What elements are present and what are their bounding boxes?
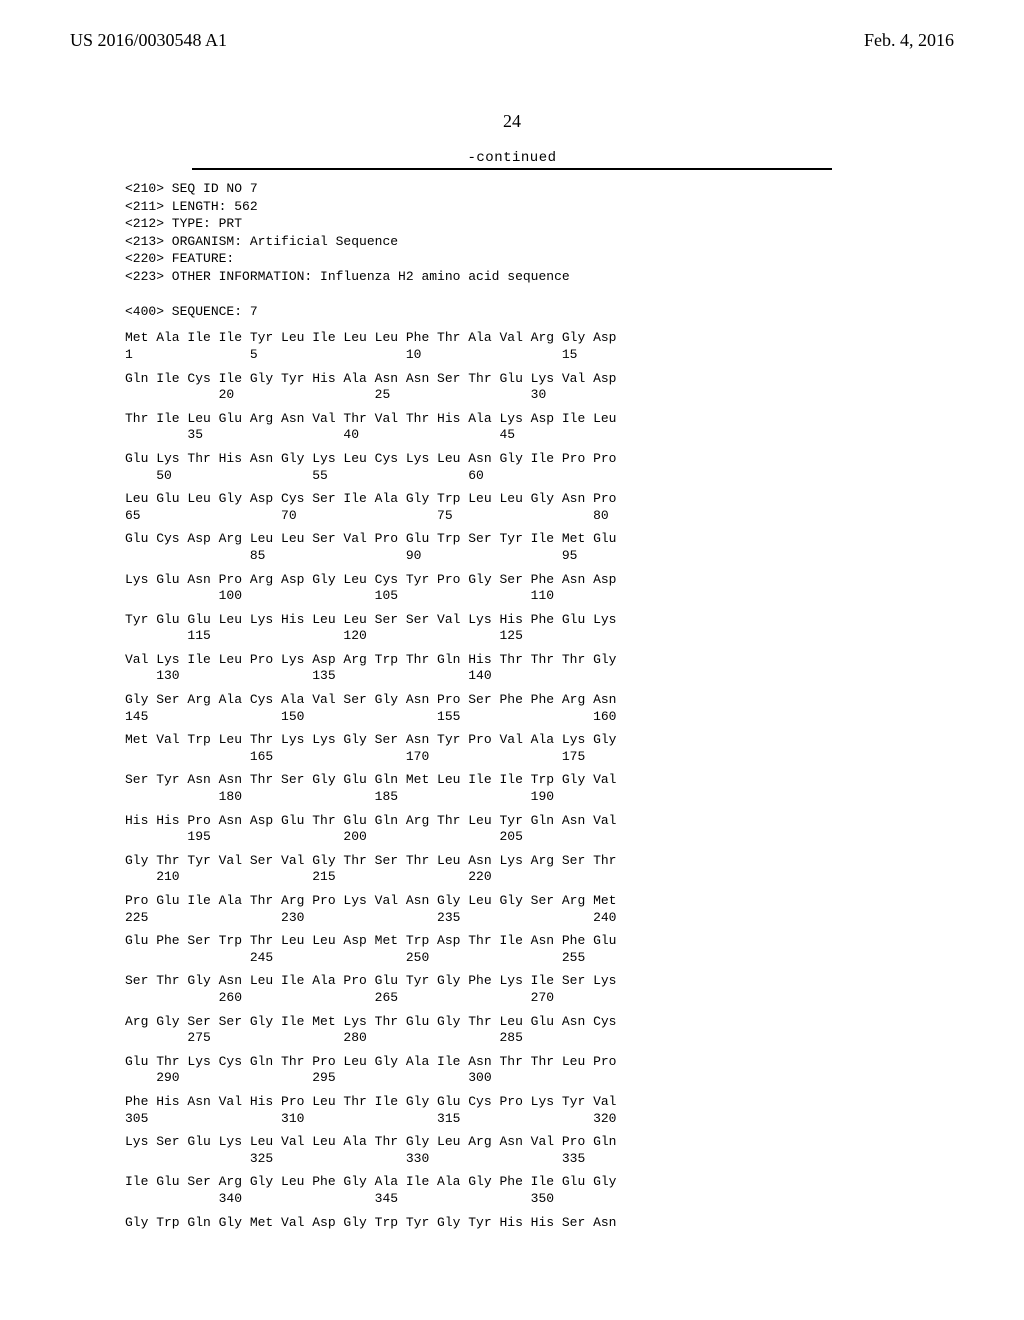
sequence-row-num: 180 185 190 <box>125 789 954 805</box>
continued-label: -continued <box>70 150 954 166</box>
publication-date: Feb. 4, 2016 <box>864 30 954 51</box>
sequence-row-num: 115 120 125 <box>125 628 954 644</box>
page-number: 24 <box>70 111 954 132</box>
sequence-metadata: <210> SEQ ID NO 7 <211> LENGTH: 562 <212… <box>125 180 954 320</box>
sequence-row-aa: Met Ala Ile Ile Tyr Leu Ile Leu Leu Phe … <box>125 330 954 346</box>
publication-number: US 2016/0030548 A1 <box>70 30 227 51</box>
sequence-row-aa: Gly Thr Tyr Val Ser Val Gly Thr Ser Thr … <box>125 853 954 869</box>
sequence-row-num: 65 70 75 80 <box>125 508 954 524</box>
sequence-row-aa: Val Lys Ile Leu Pro Lys Asp Arg Trp Thr … <box>125 652 954 668</box>
sequence-row-aa: Gln Ile Cys Ile Gly Tyr His Ala Asn Asn … <box>125 371 954 387</box>
sequence-row-aa: Thr Ile Leu Glu Arg Asn Val Thr Val Thr … <box>125 411 954 427</box>
sequence-row-num: 260 265 270 <box>125 990 954 1006</box>
sequence-row-aa: Pro Glu Ile Ala Thr Arg Pro Lys Val Asn … <box>125 893 954 909</box>
sequence-row-num: 340 345 350 <box>125 1191 954 1207</box>
sequence-row-aa: Gly Ser Arg Ala Cys Ala Val Ser Gly Asn … <box>125 692 954 708</box>
sequence-row-aa: Tyr Glu Glu Leu Lys His Leu Leu Ser Ser … <box>125 612 954 628</box>
sequence-row-aa: Gly Trp Gln Gly Met Val Asp Gly Trp Tyr … <box>125 1215 954 1231</box>
sequence-row-num: 245 250 255 <box>125 950 954 966</box>
sequence-row-num: 290 295 300 <box>125 1070 954 1086</box>
sequence-row-num: 20 25 30 <box>125 387 954 403</box>
sequence-row-aa: Ser Thr Gly Asn Leu Ile Ala Pro Glu Tyr … <box>125 973 954 989</box>
sequence-row-aa: Phe His Asn Val His Pro Leu Thr Ile Gly … <box>125 1094 954 1110</box>
sequence-row-num: 85 90 95 <box>125 548 954 564</box>
sequence-row-num: 225 230 235 240 <box>125 910 954 926</box>
sequence-row-num: 325 330 335 <box>125 1151 954 1167</box>
sequence-listing: Met Ala Ile Ile Tyr Leu Ile Leu Leu Phe … <box>125 330 954 1230</box>
sequence-row-aa: Leu Glu Leu Gly Asp Cys Ser Ile Ala Gly … <box>125 491 954 507</box>
sequence-row-num: 130 135 140 <box>125 668 954 684</box>
sequence-row-aa: His His Pro Asn Asp Glu Thr Glu Gln Arg … <box>125 813 954 829</box>
sequence-row-num: 165 170 175 <box>125 749 954 765</box>
sequence-row-aa: Met Val Trp Leu Thr Lys Lys Gly Ser Asn … <box>125 732 954 748</box>
sequence-row-num: 1 5 10 15 <box>125 347 954 363</box>
sequence-row-aa: Glu Phe Ser Trp Thr Leu Leu Asp Met Trp … <box>125 933 954 949</box>
sequence-row-aa: Ser Tyr Asn Asn Thr Ser Gly Glu Gln Met … <box>125 772 954 788</box>
sequence-row-num: 35 40 45 <box>125 427 954 443</box>
sequence-row-aa: Lys Glu Asn Pro Arg Asp Gly Leu Cys Tyr … <box>125 572 954 588</box>
sequence-row-num: 210 215 220 <box>125 869 954 885</box>
sequence-row-num: 50 55 60 <box>125 468 954 484</box>
sequence-row-num: 100 105 110 <box>125 588 954 604</box>
horizontal-rule <box>192 168 832 170</box>
sequence-row-num: 145 150 155 160 <box>125 709 954 725</box>
sequence-row-aa: Glu Thr Lys Cys Gln Thr Pro Leu Gly Ala … <box>125 1054 954 1070</box>
sequence-row-aa: Ile Glu Ser Arg Gly Leu Phe Gly Ala Ile … <box>125 1174 954 1190</box>
sequence-row-aa: Glu Lys Thr His Asn Gly Lys Leu Cys Lys … <box>125 451 954 467</box>
sequence-row-num: 195 200 205 <box>125 829 954 845</box>
sequence-row-aa: Lys Ser Glu Lys Leu Val Leu Ala Thr Gly … <box>125 1134 954 1150</box>
sequence-row-num: 275 280 285 <box>125 1030 954 1046</box>
sequence-row-aa: Glu Cys Asp Arg Leu Leu Ser Val Pro Glu … <box>125 531 954 547</box>
sequence-row-aa: Arg Gly Ser Ser Gly Ile Met Lys Thr Glu … <box>125 1014 954 1030</box>
sequence-row-num: 305 310 315 320 <box>125 1111 954 1127</box>
